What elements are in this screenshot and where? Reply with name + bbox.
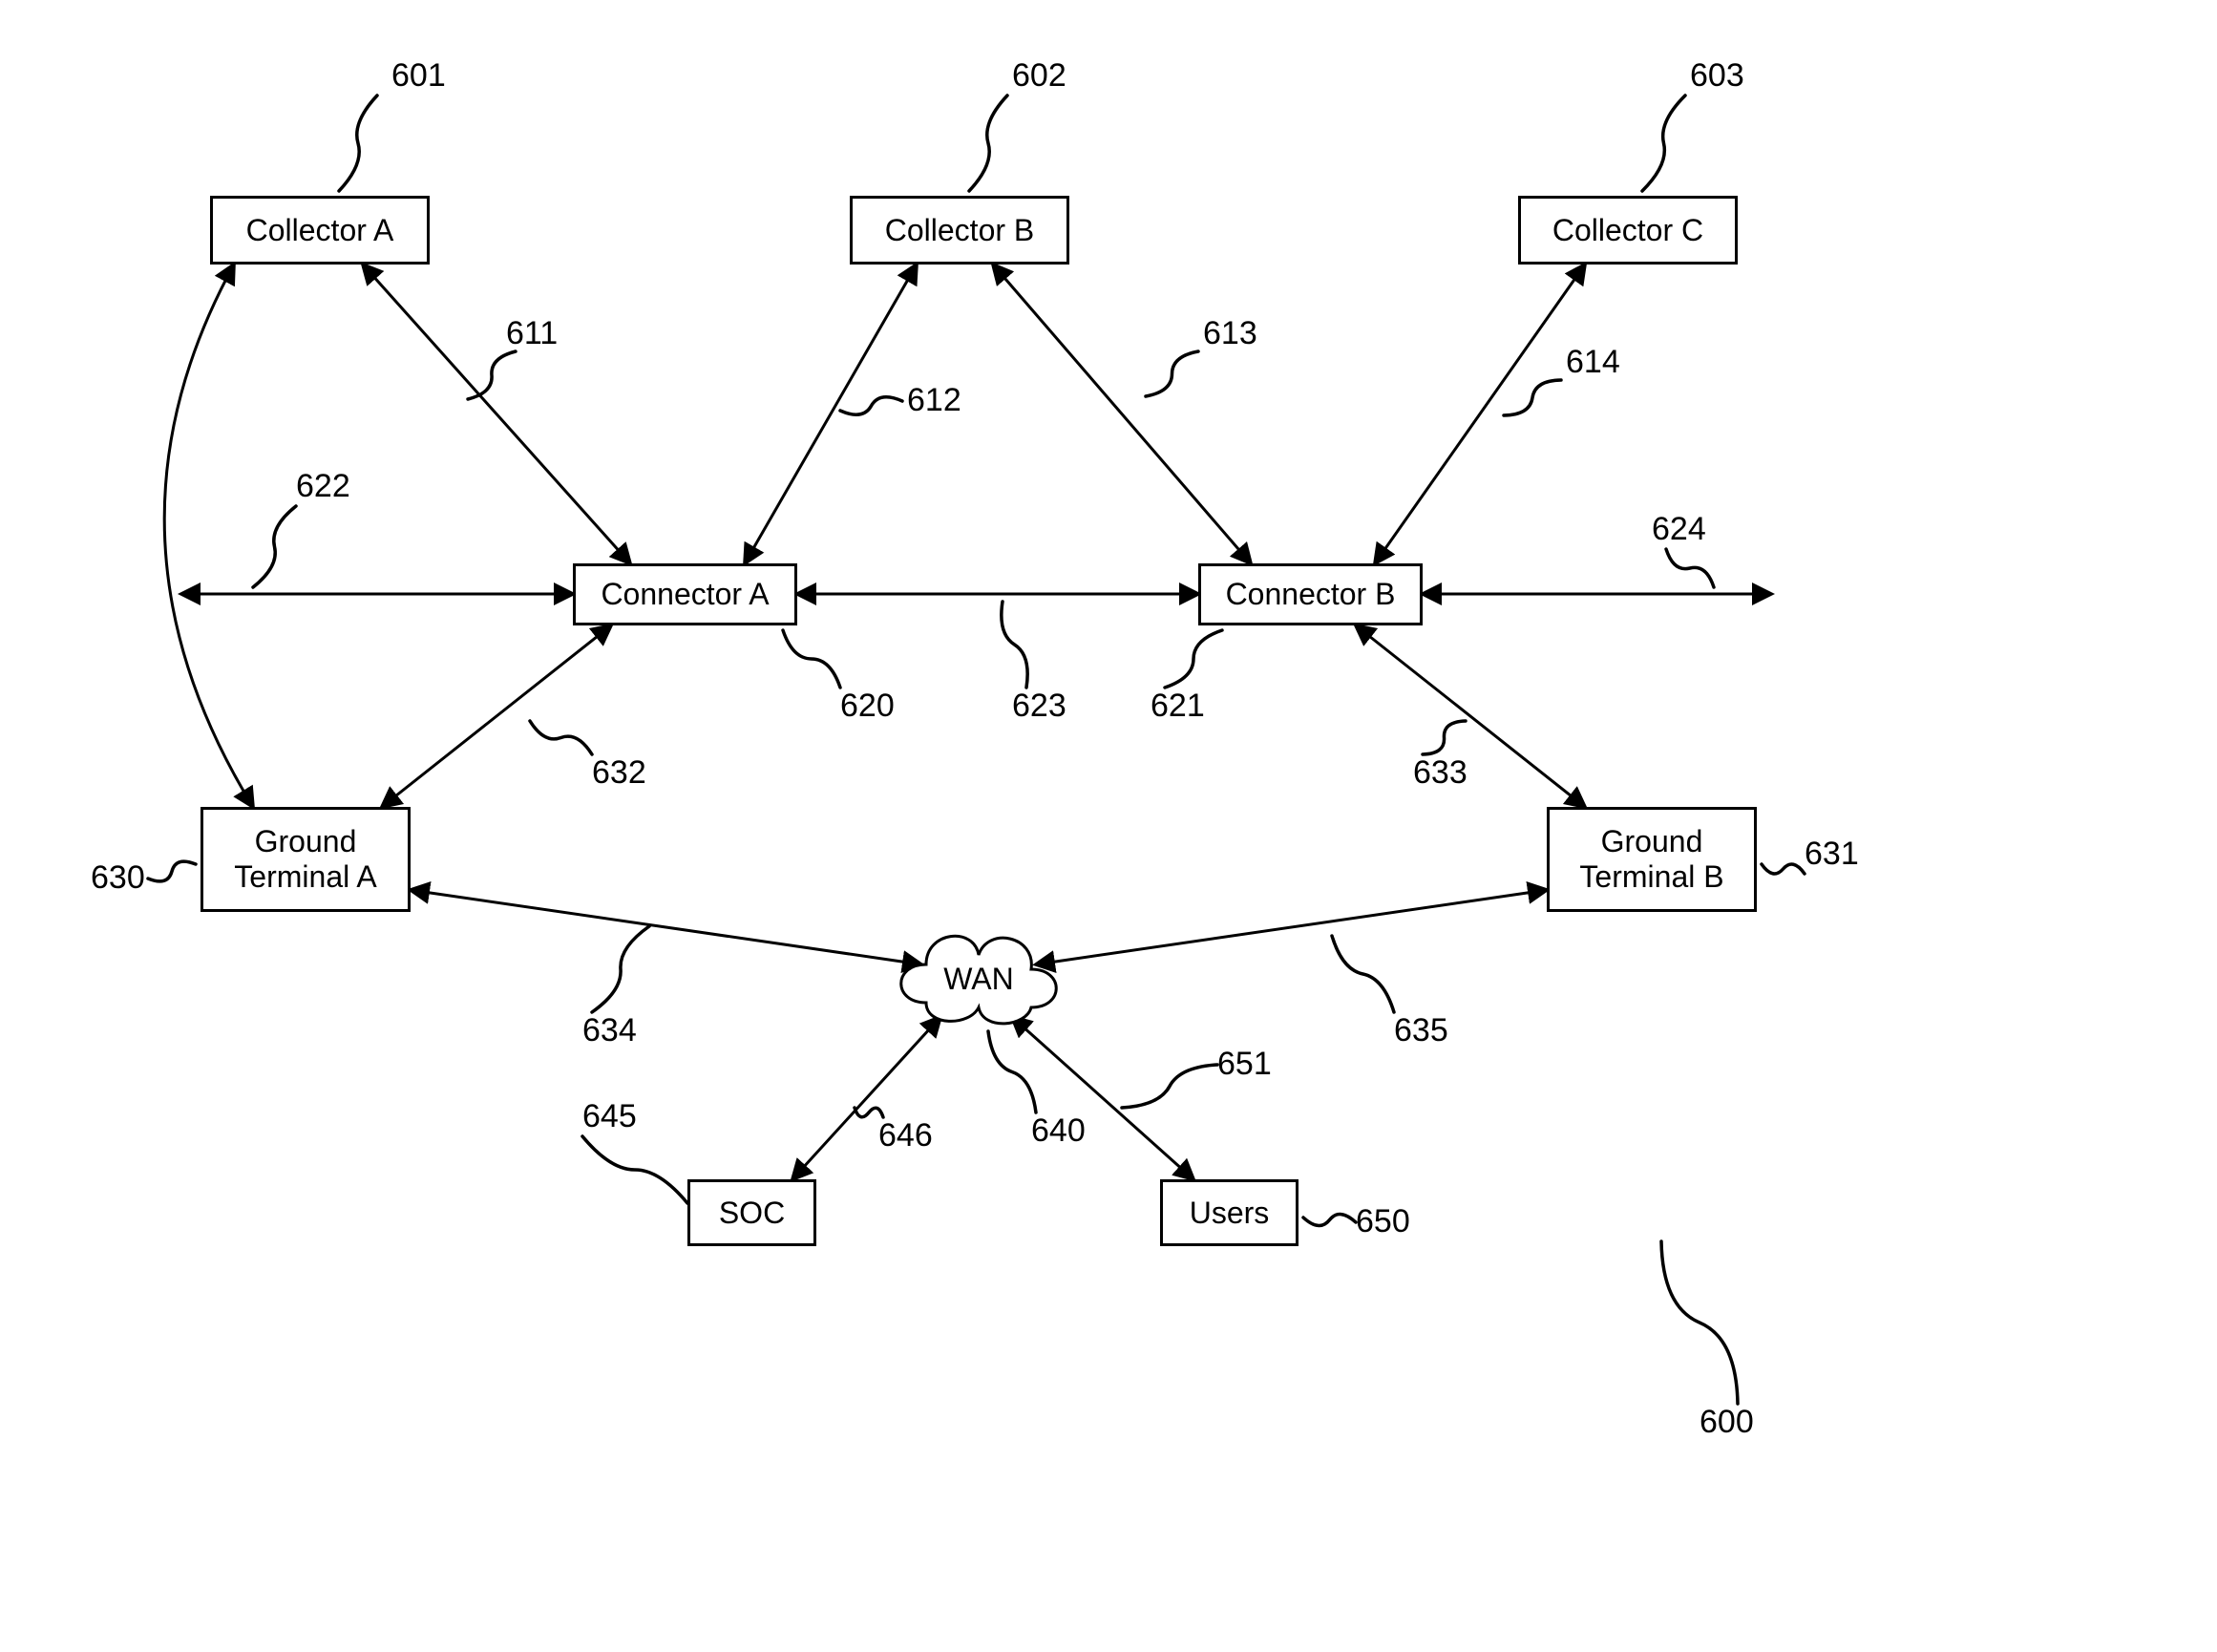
ref-leader-645	[582, 1136, 687, 1203]
ref-leader-623	[1002, 602, 1027, 688]
ref-leader-620	[783, 630, 840, 688]
ref-leader-613	[1146, 351, 1198, 396]
ref-leader-650	[1303, 1215, 1356, 1226]
ref-leader-602	[969, 95, 1007, 191]
edge-634	[411, 890, 921, 964]
ref-leader-624	[1666, 549, 1714, 587]
edge-612	[745, 265, 917, 563]
ref-leader-622	[253, 506, 296, 587]
wan-label: WAN	[943, 962, 1013, 997]
ref-leader-633	[1423, 721, 1466, 754]
ref-leader-621	[1165, 630, 1222, 688]
ref-621: 621	[1151, 688, 1205, 725]
ref-632: 632	[592, 754, 646, 792]
ref-633: 633	[1413, 754, 1467, 792]
connector-b-label: Connector B	[1226, 577, 1396, 612]
ref-631: 631	[1805, 836, 1859, 873]
ref-leader-630	[148, 861, 196, 881]
edge-613	[993, 265, 1251, 563]
ref-602: 602	[1012, 57, 1066, 95]
soc-label: SOC	[719, 1196, 785, 1231]
ground-terminal-b-node: Ground Terminal B	[1547, 807, 1757, 912]
ground-terminal-a-label: Ground Terminal A	[234, 824, 376, 895]
collector-c-node: Collector C	[1518, 196, 1738, 265]
ref-601: 601	[391, 57, 446, 95]
collector-a-node: Collector A	[210, 196, 430, 265]
edge-646	[792, 1017, 940, 1179]
collector-b-node: Collector B	[850, 196, 1069, 265]
ref-leader-600	[1661, 1241, 1738, 1404]
wan-cloud: WAN	[917, 931, 1041, 1027]
ground-terminal-a-node: Ground Terminal A	[201, 807, 411, 912]
ref-leader-601	[339, 95, 377, 191]
ground-terminal-b-label: Ground Terminal B	[1579, 824, 1723, 895]
ref-651: 651	[1217, 1046, 1272, 1083]
ref-leader-634	[592, 926, 649, 1012]
soc-node: SOC	[687, 1179, 816, 1246]
ref-646: 646	[878, 1117, 933, 1154]
ref-613: 613	[1203, 315, 1257, 352]
edge-633	[1356, 625, 1585, 807]
edge-635	[1036, 890, 1547, 964]
ref-leader-611	[468, 351, 516, 399]
ref-612: 612	[907, 382, 961, 419]
ref-650: 650	[1356, 1203, 1410, 1240]
ref-622: 622	[296, 468, 350, 505]
diagram-canvas: Collector A Collector B Collector C Conn…	[0, 0, 2217, 1652]
edge-collA-groundA-curve	[164, 265, 253, 807]
ref-603: 603	[1690, 57, 1744, 95]
edge-614	[1375, 265, 1585, 563]
ref-leader-603	[1642, 95, 1685, 191]
collector-a-label: Collector A	[246, 213, 394, 248]
ref-623: 623	[1012, 688, 1066, 725]
users-label: Users	[1190, 1196, 1270, 1231]
ref-leader-632	[530, 721, 592, 754]
ref-611: 611	[506, 315, 558, 352]
connector-a-label: Connector A	[601, 577, 769, 612]
ref-leader-635	[1332, 936, 1394, 1012]
ref-624: 624	[1652, 511, 1706, 548]
ref-620: 620	[840, 688, 895, 725]
ref-leader-614	[1504, 380, 1561, 415]
ref-635: 635	[1394, 1012, 1448, 1049]
connector-a-node: Connector A	[573, 563, 797, 625]
ref-leader-631	[1762, 864, 1805, 874]
edge-611	[363, 265, 630, 563]
ref-630: 630	[91, 859, 145, 897]
ref-645: 645	[582, 1098, 637, 1135]
collector-b-label: Collector B	[885, 213, 1035, 248]
edge-632	[382, 625, 611, 807]
connector-b-node: Connector B	[1198, 563, 1423, 625]
ref-leader-651	[1122, 1065, 1217, 1108]
edge-651	[1012, 1017, 1193, 1179]
ref-leader-612	[840, 397, 902, 414]
ref-600: 600	[1700, 1404, 1754, 1441]
users-node: Users	[1160, 1179, 1299, 1246]
ref-634: 634	[582, 1012, 637, 1049]
collector-c-label: Collector C	[1552, 213, 1703, 248]
ref-leader-646	[855, 1108, 883, 1117]
ref-640: 640	[1031, 1112, 1086, 1150]
ref-leader-640	[988, 1031, 1036, 1112]
ref-614: 614	[1566, 344, 1620, 381]
